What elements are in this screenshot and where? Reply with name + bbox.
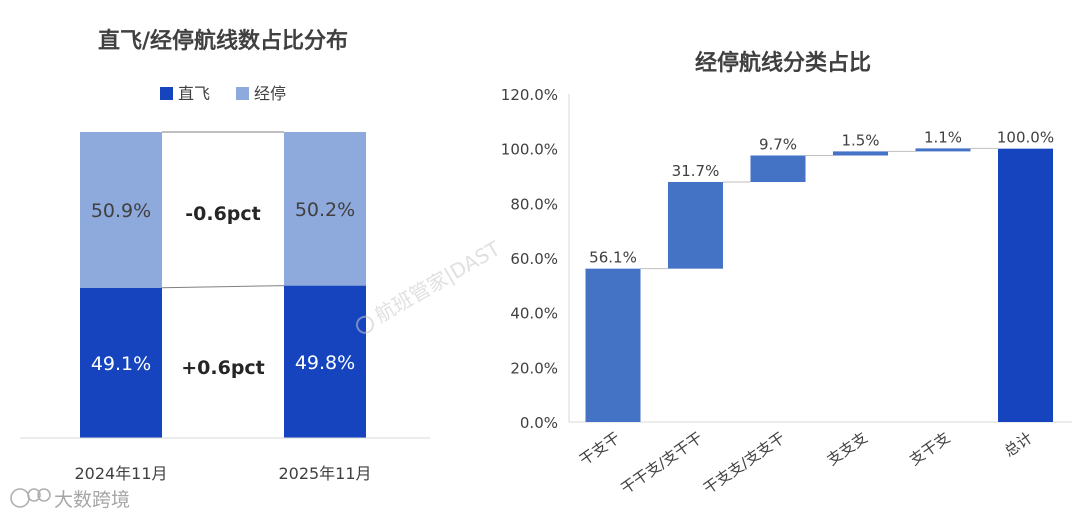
waterfall-bar-5 bbox=[998, 148, 1053, 422]
right-x-tick: 干干支/支干干 bbox=[618, 429, 706, 498]
watermark-logo-icon bbox=[356, 315, 374, 334]
change-label-stop: -0.6pct bbox=[185, 203, 261, 225]
watermark-text: 航班管家|DAST bbox=[371, 236, 505, 327]
corner-watermark-text: 大数跨境 bbox=[54, 489, 130, 511]
bar-label-direct-0: 49.1% bbox=[91, 353, 151, 375]
right-x-tick: 支支支 bbox=[824, 429, 871, 470]
right-y-tick: 0.0% bbox=[520, 414, 558, 432]
bar-direct-1 bbox=[284, 285, 366, 438]
right-y-tick: 60.0% bbox=[510, 250, 558, 268]
change-label-direct: +0.6pct bbox=[181, 357, 265, 379]
left-chart-title: 直飞/经停航线数占比分布 bbox=[98, 28, 348, 54]
waterfall-label-5: 100.0% bbox=[997, 129, 1054, 147]
brand-logo-icon bbox=[10, 488, 51, 508]
right-chart-title: 经停航线分类占比 bbox=[695, 50, 871, 76]
left-bars: 49.1% 50.9% 49.8% 50.2% bbox=[80, 131, 366, 438]
right-y-tick: 40.0% bbox=[510, 305, 558, 323]
legend-label-direct: 直飞 bbox=[178, 84, 210, 103]
waterfall-label-1: 31.7% bbox=[672, 162, 720, 180]
waterfall-bar-3 bbox=[833, 151, 888, 156]
waterfall-label-2: 9.7% bbox=[759, 136, 797, 154]
legend: 直飞 经停 bbox=[160, 84, 286, 103]
right-y-tick: 80.0% bbox=[510, 195, 558, 213]
left-x-tick-2024: 2024年11月 bbox=[74, 464, 167, 483]
left-x-tick-2025: 2025年11月 bbox=[278, 464, 371, 483]
waterfall-label-0: 56.1% bbox=[589, 249, 637, 267]
right-x-tick: 干支干 bbox=[576, 429, 623, 470]
right-chart: 经停航线分类占比 0.0% 20.0% 40.0% 60.0% 80.0% 100.0% 1… bbox=[501, 50, 1072, 498]
corner-watermark: 大数跨境 bbox=[10, 488, 130, 511]
right-y-tick: 120.0% bbox=[501, 86, 558, 104]
bar-label-direct-1: 49.8% bbox=[295, 352, 355, 374]
right-x-tick: 支干支 bbox=[906, 429, 953, 470]
bar-label-stop-1: 50.2% bbox=[295, 199, 355, 221]
waterfall-label-4: 1.1% bbox=[924, 128, 962, 146]
left-chart: 直飞/经停航线数占比分布 直飞 经停 49.1%50.9%49.8%50.2% … bbox=[20, 28, 430, 483]
waterfall-bar-2 bbox=[750, 155, 806, 183]
waterfall-label-3: 1.5% bbox=[841, 131, 879, 149]
right-bars: 56.1% 31.7% 9.7% 1.5% 1.1% 100.0% bbox=[585, 128, 1054, 422]
waterfall-bar-4 bbox=[915, 148, 971, 152]
bar-label-stop-0: 50.9% bbox=[91, 200, 151, 222]
right-axis: 0.0% 20.0% 40.0% 60.0% 80.0% 100.0% 120.0% bbox=[501, 86, 1072, 432]
legend-swatch-stop bbox=[236, 87, 249, 100]
legend-swatch-direct bbox=[160, 87, 173, 100]
bar-direct-0 bbox=[80, 287, 162, 438]
legend-label-stop: 经停 bbox=[254, 84, 286, 103]
right-x-tick: 总计 bbox=[1001, 429, 1036, 461]
right-x-tick: 干支支/支支干 bbox=[700, 429, 788, 498]
waterfall-bar-1 bbox=[668, 182, 723, 269]
connector-line-split bbox=[161, 285, 285, 289]
bar-stop-1 bbox=[284, 132, 366, 286]
right-y-tick: 20.0% bbox=[510, 359, 558, 377]
bar-stop-0 bbox=[80, 132, 162, 288]
center-watermark: 航班管家|DAST bbox=[356, 236, 505, 334]
right-y-tick: 100.0% bbox=[501, 141, 558, 159]
waterfall-bar-0 bbox=[585, 268, 641, 422]
